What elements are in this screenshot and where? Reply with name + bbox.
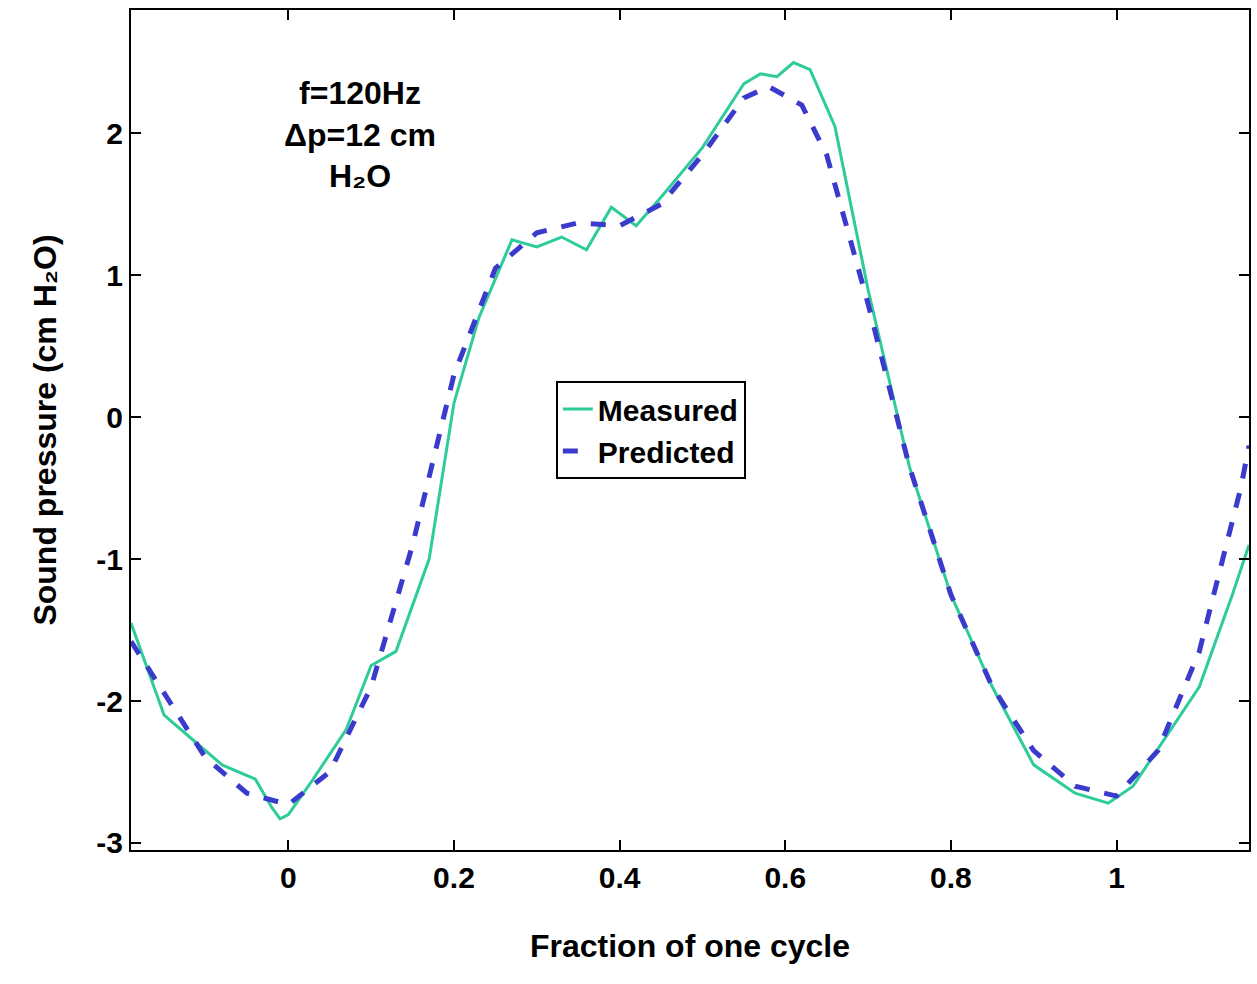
svg-text:1: 1 bbox=[106, 259, 123, 292]
svg-text:Sound pressure (cm H₂O): Sound pressure (cm H₂O) bbox=[27, 234, 63, 625]
svg-text:0: 0 bbox=[280, 861, 297, 894]
svg-text:-3: -3 bbox=[96, 826, 123, 859]
svg-text:-2: -2 bbox=[96, 685, 123, 718]
svg-text:f=120HzΔp=12 cmH₂O: f=120HzΔp=12 cmH₂O bbox=[284, 75, 436, 194]
svg-text:0.6: 0.6 bbox=[764, 861, 806, 894]
svg-text:0.8: 0.8 bbox=[930, 861, 972, 894]
svg-text:-1: -1 bbox=[96, 543, 123, 576]
svg-text:1: 1 bbox=[1108, 861, 1125, 894]
svg-text:0: 0 bbox=[106, 401, 123, 434]
svg-text:Measured: Measured bbox=[598, 394, 738, 427]
svg-text:2: 2 bbox=[106, 117, 123, 150]
svg-text:Predicted: Predicted bbox=[598, 436, 735, 469]
svg-text:Fraction of one cycle: Fraction of one cycle bbox=[530, 928, 850, 964]
svg-text:0.4: 0.4 bbox=[599, 861, 641, 894]
svg-text:0.2: 0.2 bbox=[433, 861, 475, 894]
